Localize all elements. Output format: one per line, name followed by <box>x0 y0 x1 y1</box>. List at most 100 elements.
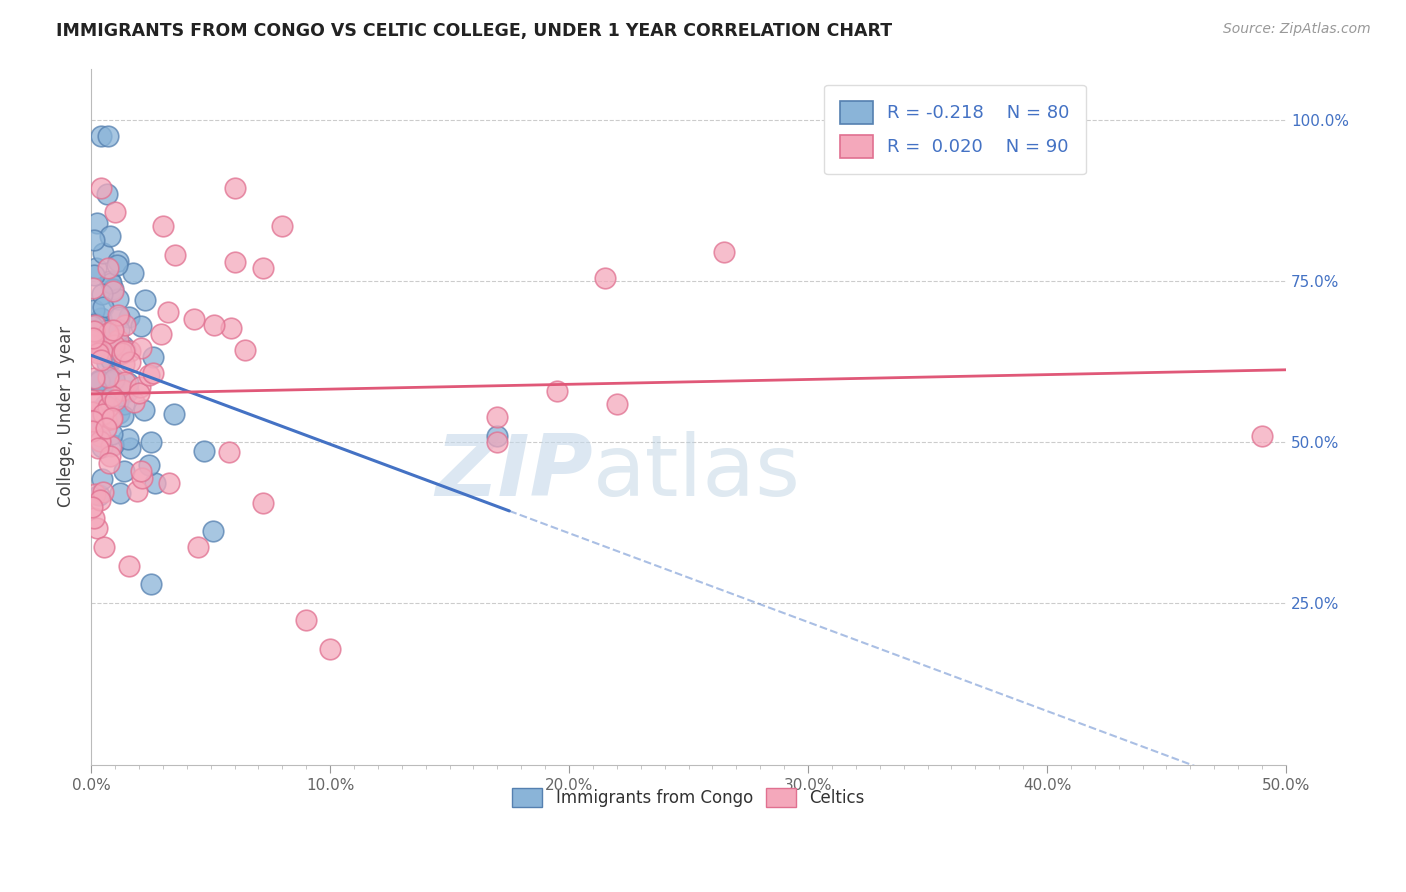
Point <box>108 406 131 420</box>
Point <box>98 229 121 244</box>
Point <box>101 324 124 338</box>
Point <box>202 318 225 332</box>
Point <box>100 439 122 453</box>
Point <box>90 352 112 367</box>
Point <box>87 346 110 360</box>
Point <box>100 426 122 441</box>
Point <box>129 380 152 394</box>
Point <box>593 271 616 285</box>
Point <box>87 376 110 390</box>
Point <box>83 324 105 338</box>
Point <box>87 488 110 502</box>
Point <box>82 405 104 419</box>
Point <box>104 349 127 363</box>
Point <box>96 186 118 201</box>
Point <box>107 254 129 268</box>
Point <box>117 559 139 574</box>
Point <box>94 401 117 415</box>
Point <box>91 301 114 315</box>
Point <box>86 344 108 359</box>
Point <box>101 374 124 388</box>
Point <box>97 129 120 144</box>
Point <box>224 255 246 269</box>
Point <box>83 303 105 318</box>
Point <box>134 293 156 307</box>
Point <box>91 245 114 260</box>
Point <box>100 389 122 403</box>
Point <box>87 441 110 455</box>
Point <box>150 326 173 341</box>
Point <box>90 129 112 144</box>
Point <box>90 310 112 325</box>
Point <box>94 413 117 427</box>
Point <box>91 287 114 301</box>
Point <box>86 403 108 417</box>
Point <box>107 394 129 409</box>
Point <box>129 341 152 355</box>
Point <box>86 216 108 230</box>
Point <box>163 407 186 421</box>
Point <box>82 500 104 514</box>
Text: ZIP: ZIP <box>436 431 593 514</box>
Point <box>86 521 108 535</box>
Point <box>152 219 174 234</box>
Point <box>82 419 104 434</box>
Point <box>218 445 240 459</box>
Point <box>271 219 294 234</box>
Point <box>100 353 122 368</box>
Point <box>90 320 112 334</box>
Point <box>82 319 104 334</box>
Point <box>125 484 148 499</box>
Point <box>157 304 180 318</box>
Point <box>111 345 134 359</box>
Point <box>83 268 105 282</box>
Point <box>100 449 122 463</box>
Point <box>97 261 120 276</box>
Point <box>183 312 205 326</box>
Point <box>142 350 165 364</box>
Point <box>252 261 274 276</box>
Point <box>107 308 129 322</box>
Point <box>91 343 114 358</box>
Point <box>606 396 628 410</box>
Point <box>101 284 124 298</box>
Point <box>138 368 160 382</box>
Point <box>142 366 165 380</box>
Point <box>121 266 143 280</box>
Point <box>94 398 117 412</box>
Point <box>112 357 135 371</box>
Point <box>89 493 111 508</box>
Point <box>100 411 122 425</box>
Point <box>128 386 150 401</box>
Text: IMMIGRANTS FROM CONGO VS CELTIC COLLEGE, UNDER 1 YEAR CORRELATION CHART: IMMIGRANTS FROM CONGO VS CELTIC COLLEGE,… <box>56 22 893 40</box>
Point <box>105 259 128 273</box>
Point <box>713 245 735 260</box>
Point <box>129 464 152 478</box>
Point <box>82 331 104 345</box>
Point <box>118 441 141 455</box>
Point <box>193 444 215 458</box>
Point <box>131 318 153 333</box>
Point <box>101 282 124 296</box>
Point <box>139 434 162 449</box>
Point <box>82 280 104 294</box>
Point <box>83 511 105 525</box>
Point <box>117 376 139 390</box>
Point <box>103 337 125 351</box>
Point <box>117 432 139 446</box>
Point <box>83 342 105 356</box>
Point <box>89 429 111 443</box>
Point <box>96 356 118 370</box>
Point <box>84 334 107 348</box>
Point <box>139 577 162 591</box>
Point <box>107 292 129 306</box>
Point <box>101 438 124 452</box>
Point <box>96 326 118 341</box>
Y-axis label: College, Under 1 year: College, Under 1 year <box>58 326 75 507</box>
Point <box>94 421 117 435</box>
Point <box>120 355 142 369</box>
Point <box>98 274 121 288</box>
Point <box>100 276 122 290</box>
Point <box>221 321 243 335</box>
Point <box>82 414 104 428</box>
